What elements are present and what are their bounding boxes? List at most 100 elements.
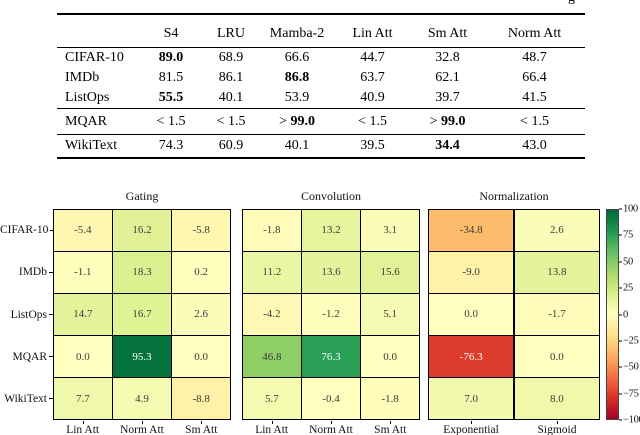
table-group-mqar: MQAR < 1.5 < 1.5 > 99.0 < 1.5 > 99.0 < 1.5 [57,108,585,135]
heatmap-cell: 0.2 [172,252,230,293]
colorbar-tick: −25 [619,335,639,346]
heatmap-cell: -1.8 [361,378,419,419]
heatmap-cell: 5.1 [361,294,419,335]
table-cell: 68.9 [218,50,244,65]
x-tick-label: Norm Att [301,421,360,435]
heatmap-title-gating: Gating [125,189,159,203]
heatmap-cell: 76.3 [302,336,360,377]
table-cell: 66.4 [522,70,547,85]
table-cell: 62.1 [435,70,460,85]
heatmap-cell: 18.3 [113,252,171,293]
heatmap-title-convolution: Convolution [300,189,361,203]
heatmap-cell: -1.8 [243,210,301,251]
table-cell: < 1.5 [520,113,549,129]
heatmap-cell: 16.7 [113,294,171,335]
table-cell: < 1.5 [216,113,246,129]
heatmap-x-labels: Exponential Sigmoid [428,421,600,435]
heatmap-cell: 8.0 [514,378,599,419]
x-tick-label: Sm Att [172,421,231,435]
heatmap-cell: 4.9 [113,378,171,419]
heatmap-cell: 16.2 [113,210,171,251]
x-tick-label: Lin Att [53,421,112,435]
heatmap-grid: -1.8 13.2 3.1 11.2 13.6 15.6 -4.2 -1.2 5.1 46.8 76… [242,209,420,420]
heatmap-cell: 2.6 [514,210,599,251]
y-tick-label: CIFAR-10 [0,209,53,251]
table-cell: 53.9 [284,90,310,105]
heatmap-panel-convolution: Convolution -1.8 13.2 3.1 11.2 13.6 15.6 -4.2-… [242,186,420,435]
table-cell: < 1.5 [358,113,387,129]
table-row-label: WikiText [65,138,118,153]
table-cell: 86.8 [284,70,310,85]
table-cell: 89.0 [158,50,184,65]
table-row-label: ListOps [65,90,110,105]
heatmap-cell: 7.7 [54,378,112,419]
y-tick-label: ListOps [0,293,53,335]
table-cell: 81.5 [158,70,184,85]
colorbar-tick: 0 [619,309,628,320]
colorbar-tick: 25 [619,283,633,294]
y-tick-label: MQAR [0,336,53,378]
column-header-sm-att: Sm Att [411,14,484,48]
heatmap-cell: 0.0 [514,336,599,377]
heatmap-cell: 0.0 [172,336,230,377]
table-cell: 66.6 [284,50,310,65]
table-cell: > 99.0 [279,113,315,129]
table-row: ListOps 55.5 40.1 53.9 40.9 39.7 41.5 [57,88,585,109]
heatmap-cell: -0.4 [302,378,360,419]
heatmap-x-labels: Lin Att Norm Att Sm Att [53,421,231,435]
heatmap-cell: -34.8 [429,210,514,251]
heatmap-cell: -1.2 [302,294,360,335]
table-cell: 32.8 [435,50,460,65]
colorbar-tick: −50 [619,362,639,373]
heatmap-cell: 3.1 [361,210,419,251]
table-cell: 39.7 [435,90,460,105]
table-cell: 44.7 [360,50,385,65]
heatmap-cell: 0.0 [429,294,514,335]
table-cell: 40.1 [284,138,310,153]
colorbar-tick: −75 [619,388,639,399]
heatmap-cell: -5.4 [54,210,112,251]
heatmap-title-normalization: Normalization [479,189,549,203]
table-row: MQAR < 1.5 < 1.5 > 99.0 < 1.5 > 99.0 < 1.5 [57,109,585,135]
heatmap-cell: 13.6 [302,252,360,293]
table-row: WikiText 74.3 60.9 40.1 39.5 34.4 43.0 [57,135,585,159]
heatmap-cell: 5.7 [243,378,301,419]
heatmap-cell: -76.3 [429,336,514,377]
table-cell: 48.7 [522,50,547,65]
x-tick-label: Lin Att [242,421,301,435]
colorbar-tick: 50 [619,256,633,267]
colorbar-tick: −100 [619,415,640,426]
heatmap-cell: 0.0 [361,336,419,377]
column-header [57,14,140,48]
heatmap-panel-normalization: Normalization -34.8 2.6 -9.0 13.8 0.0 -1.7 -76… [428,186,600,435]
column-header-s4: S4 [140,14,202,48]
colorbar [606,209,619,420]
heatmap-panel-gating: Gating -5.4 16.2 -5.8 -1.1 18.3 0.2 14.7 16.7 2.… [53,186,231,435]
column-header-lru: LRU [202,14,260,48]
table-row-label: CIFAR-10 [65,50,124,65]
heatmap-cell: -8.8 [172,378,230,419]
y-tick-label: IMDb [0,251,53,293]
table-cell: 39.5 [360,138,385,153]
results-table: S4 LRU Mamba-2 Lin Att Sm Att Norm Att C… [57,13,585,159]
column-header-norm-att: Norm Att [484,14,585,48]
heatmap-grid: -5.4 16.2 -5.8 -1.1 18.3 0.2 14.7 16.7 2.6 0.0 95.… [53,209,231,420]
colorbar-tick: 75 [619,230,633,241]
heatmap-cell: 95.3 [113,336,171,377]
colorbar-tick: 100 [619,204,638,215]
heatmap-grid: -34.8 2.6 -9.0 13.8 0.0 -1.7 -76.3 0.0 7.0 8.0 [428,209,600,420]
table-row-label: MQAR [65,113,108,129]
heatmap-cell: 11.2 [243,252,301,293]
colorbar-tick-labels: 100 75 50 25 0 −25 −50 −75 −100 [619,204,640,426]
heatmap-cell: -1.1 [54,252,112,293]
table-cell: 40.9 [360,90,385,105]
heatmap-row-labels: CIFAR-10 IMDb ListOps MQAR WikiText [0,209,53,420]
table-cell: 60.9 [218,138,244,153]
table-row: CIFAR-10 89.0 68.9 66.6 44.7 32.8 48.7 [57,48,585,69]
table-cell: < 1.5 [156,113,186,129]
table-group-wikitext: WikiText 74.3 60.9 40.1 39.5 34.4 43.0 [57,134,585,159]
heatmap-cell: 13.8 [514,252,599,293]
heatmap-cell: -5.8 [172,210,230,251]
table-header-row: S4 LRU Mamba-2 Lin Att Sm Att Norm Att [57,14,585,48]
